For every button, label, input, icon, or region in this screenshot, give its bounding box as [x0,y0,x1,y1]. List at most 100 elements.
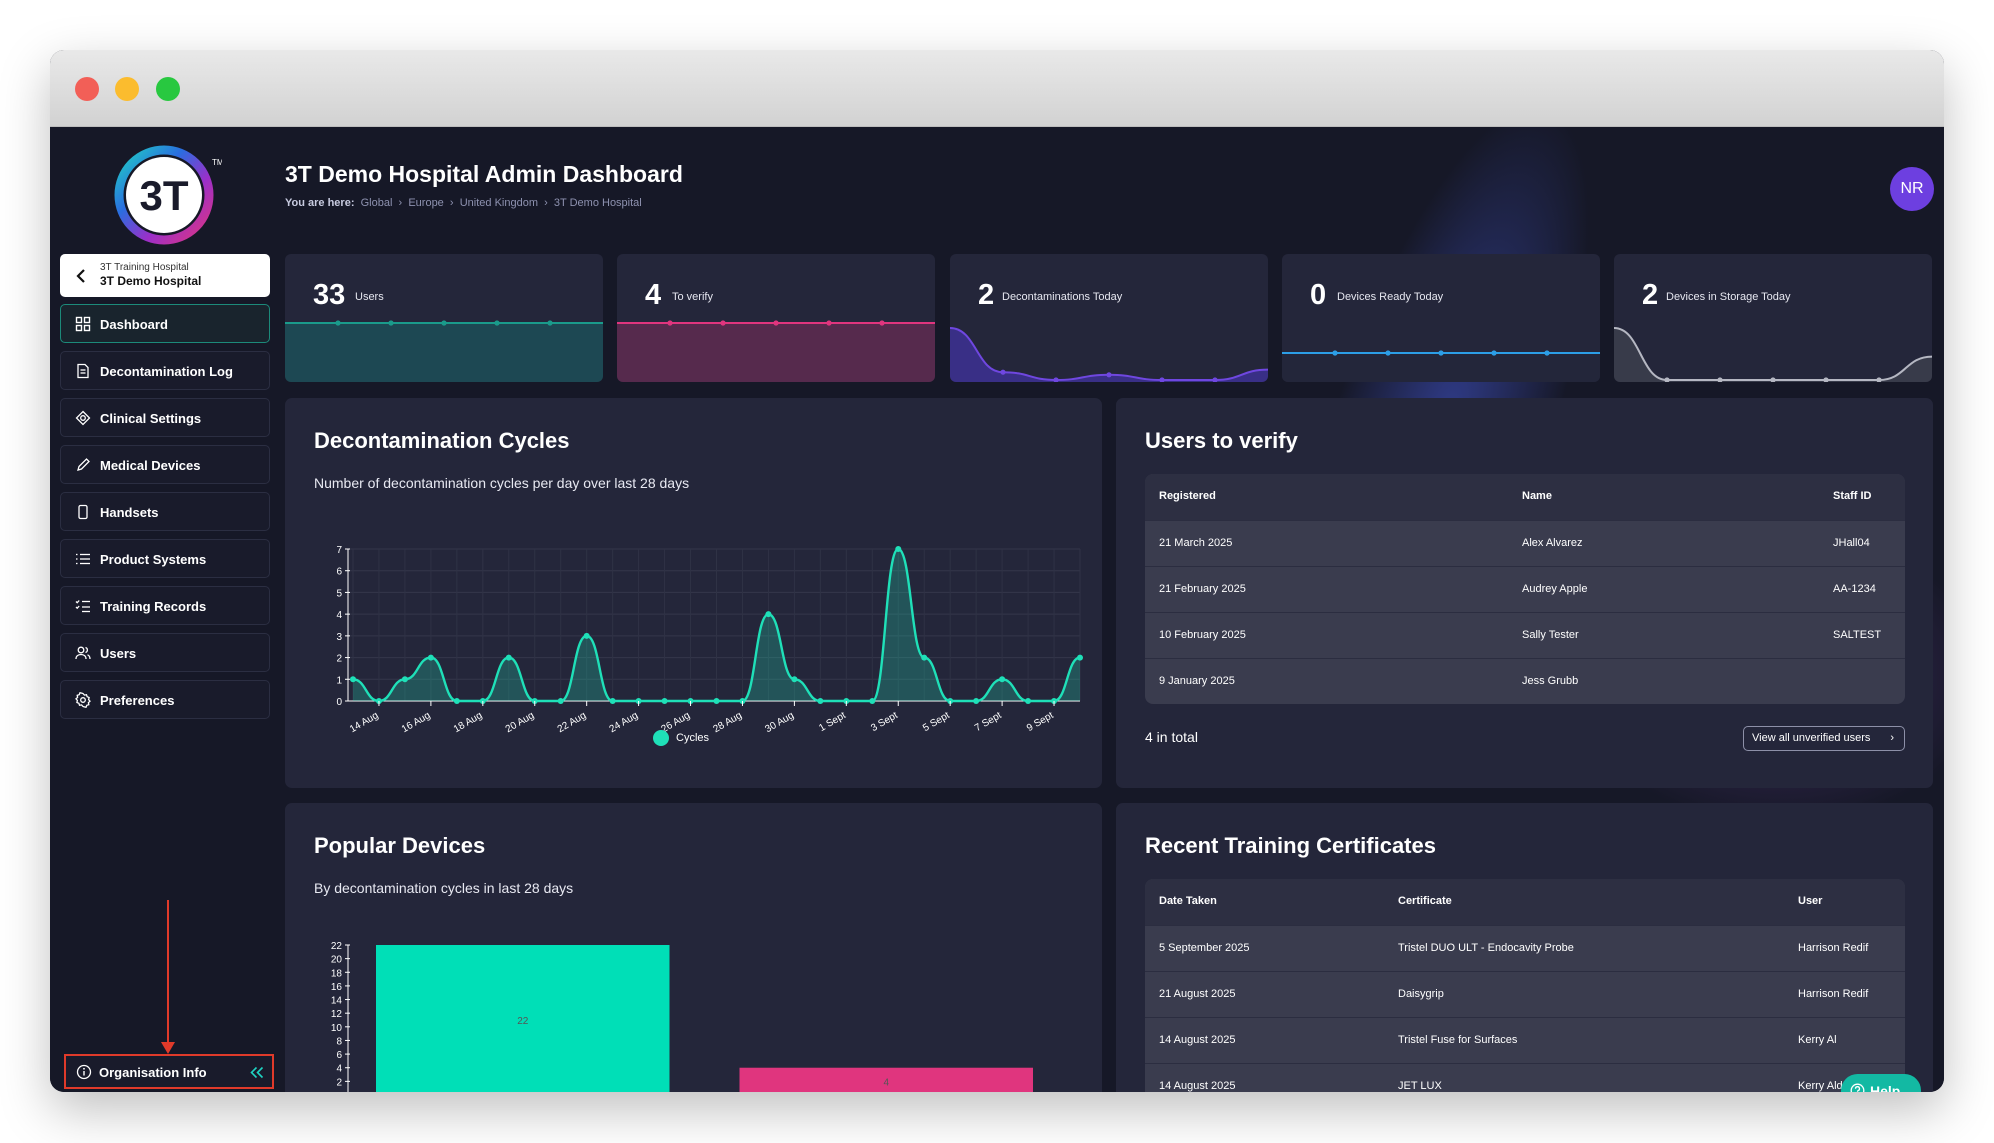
registered-cell: 10 February 2025 [1159,629,1246,641]
staff-id-cell: AA-1234 [1833,583,1876,595]
info-icon [76,1064,92,1080]
registered-cell: 9 January 2025 [1159,675,1235,687]
y-tick-label: 2 [336,1077,342,1088]
sidebar-item-label: Handsets [100,505,159,520]
organisation-info-button[interactable]: Organisation Info [64,1054,274,1089]
legend-swatch [653,730,669,746]
y-tick-label: 14 [331,996,343,1007]
y-tick-label: 20 [331,955,343,966]
y-tick-label: 5 [336,588,342,599]
data-point [1077,654,1083,661]
data-point [427,654,434,661]
sidebar-item-clinical-settings[interactable]: Clinical Settings [60,398,270,437]
sidebar-item-label: Medical Devices [100,458,201,473]
data-point [453,698,460,704]
y-tick-label: 4 [336,1064,342,1075]
data-point [791,676,798,683]
x-tick-label: 24 Aug [608,710,640,735]
annotation-arrow [161,900,175,1054]
sidebar-item-preferences[interactable]: Preferences [60,680,270,719]
dashboard-app: 3T TM 3T Training Hospital 3T Demo Hospi… [50,127,1944,1092]
breadcrumb-item-global[interactable]: Global [360,197,393,209]
organisation-switcher[interactable]: 3T Training Hospital 3T Demo Hospital [60,254,270,297]
sidebar-item-training-records[interactable]: Training Records [60,586,270,625]
sidebar-item-users[interactable]: Users [60,633,270,672]
date-cell: 21 August 2025 [1159,988,1236,1000]
stat-card-to-verify[interactable]: 4 To verify [617,254,935,382]
sidebar-item-handsets[interactable]: Handsets [60,492,270,531]
chevron-right-icon: › [1890,732,1894,744]
x-tick-label: 30 Aug [763,710,795,735]
stat-sparkline [1282,350,1600,382]
x-tick-label: 7 Sept [973,710,1004,734]
bar [739,1067,1033,1092]
table-header: Date Taken Certificate User [1145,879,1905,925]
sidebar-item-medical-devices[interactable]: Medical Devices [60,445,270,484]
name-cell: Jess Grubb [1522,675,1579,687]
sidebar-item-dashboard[interactable]: Dashboard [60,304,270,343]
sparkline-point [1106,372,1112,378]
stat-card-decontaminations-today[interactable]: 2 Decontaminations Today [950,254,1268,382]
table-row[interactable]: 14 August 2025 JET LUX Kerry Alderson [1145,1063,1905,1092]
table-row[interactable]: 21 August 2025 Daisygrip Harrison Redif [1145,971,1905,1016]
sparkline-point [1717,377,1723,382]
decontamination-cycles-panel: Decontamination Cycles Number of deconta… [285,398,1102,788]
data-point [401,676,408,683]
sparkline-point [388,320,394,326]
sparkline-point [1438,350,1444,356]
sparkline-point [1332,350,1338,356]
view-all-unverified-users-button[interactable]: View all unverified users › [1743,726,1905,751]
stat-card-devices-in-storage-today[interactable]: 2 Devices in Storage Today [1614,254,1932,382]
help-button[interactable]: Help [1841,1074,1921,1092]
table-row[interactable]: 5 September 2025 Tristel DUO ULT - Endoc… [1145,925,1905,970]
breadcrumb-item-uk[interactable]: United Kingdom [459,197,538,209]
breadcrumb-prefix: You are here: [285,197,355,209]
page-title: 3T Demo Hospital Admin Dashboard [285,161,683,187]
data-point [895,546,902,552]
data-point [609,698,616,704]
stat-card-users[interactable]: 33 Users [285,254,603,382]
sparkline-point [1876,377,1882,382]
double-chevron-left-icon[interactable] [250,1066,264,1079]
minimize-window-button[interactable] [115,77,139,101]
column-header[interactable]: Date Taken [1159,895,1217,907]
table-row[interactable]: 21 March 2025 Alex Alvarez JHall04 [1145,520,1905,565]
data-point [505,654,512,661]
x-tick-label: 22 Aug [556,710,588,735]
x-tick-label: 18 Aug [452,710,484,735]
column-header[interactable]: Certificate [1398,895,1452,907]
sidebar: 3T TM 3T Training Hospital 3T Demo Hospi… [50,127,280,1092]
org-card-subtitle: 3T Training Hospital [100,262,189,273]
breadcrumb-item-hospital[interactable]: 3T Demo Hospital [553,197,642,209]
sidebar-item-product-systems[interactable]: Product Systems [60,539,270,578]
user-avatar[interactable]: NR [1890,167,1934,211]
sparkline-point [1000,369,1006,375]
table-row[interactable]: 10 February 2025 Sally Tester SALTEST [1145,612,1905,657]
y-tick-label: 0 [336,1091,342,1092]
recent-training-certificates-panel: Recent Training Certificates Date Taken … [1116,803,1933,1092]
organisation-info-label: Organisation Info [99,1065,207,1080]
stat-label: To verify [672,291,713,303]
maximize-window-button[interactable] [156,77,180,101]
sparkline-area [285,323,603,382]
close-window-button[interactable] [75,77,99,101]
brand-logo[interactable]: 3T TM [112,139,224,249]
table-row[interactable]: 21 February 2025 Audrey Apple AA-1234 [1145,566,1905,611]
registered-cell: 21 March 2025 [1159,537,1233,549]
bar-data-label: 4 [883,1077,889,1088]
stat-card-devices-ready-today[interactable]: 0 Devices Ready Today [1282,254,1600,382]
certificate-cell: Daisygrip [1398,988,1444,1000]
table-row[interactable]: 14 August 2025 Tristel Fuse for Surfaces… [1145,1017,1905,1062]
column-header[interactable]: Registered [1159,490,1216,502]
column-header[interactable]: Staff ID [1833,490,1872,502]
table-row[interactable]: 9 January 2025 Jess Grubb [1145,658,1905,703]
data-point [350,676,356,683]
column-header[interactable]: User [1798,895,1823,907]
column-header[interactable]: Name [1522,490,1552,502]
x-tick-label: 20 Aug [504,710,536,735]
sidebar-item-decontamination-log[interactable]: Decontamination Log [60,351,270,390]
sparkline-point [1823,377,1829,382]
sparkline-point [667,320,673,326]
table-header: Registered Name Staff ID [1145,474,1905,520]
breadcrumb-item-europe[interactable]: Europe [408,197,444,209]
